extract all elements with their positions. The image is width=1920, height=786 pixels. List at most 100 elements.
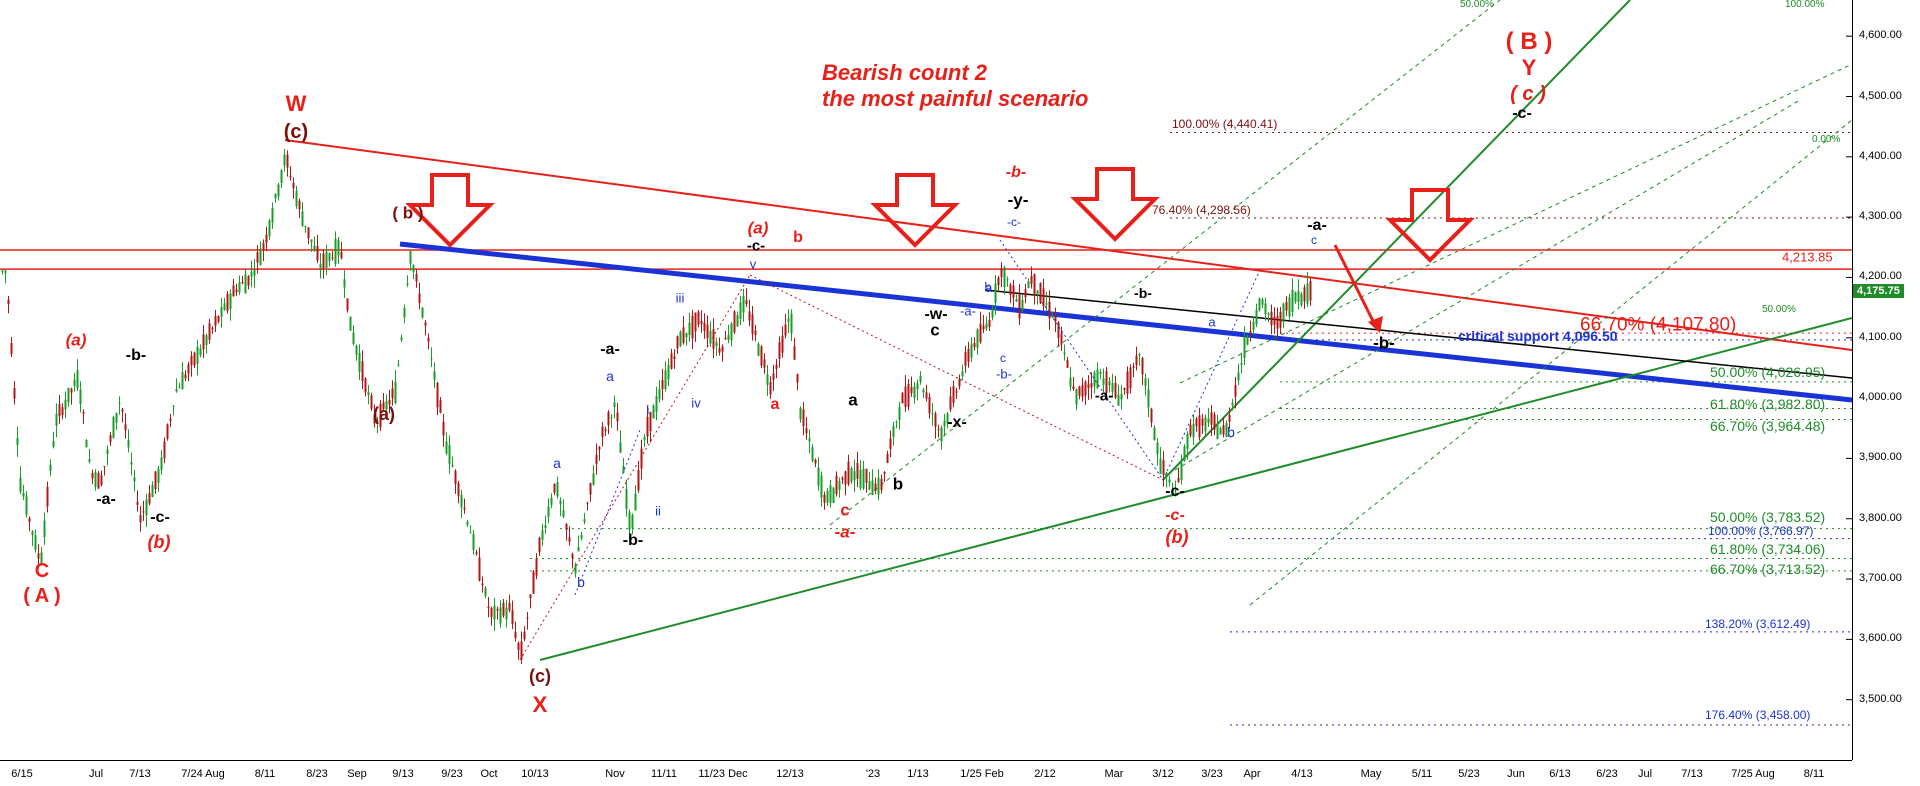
level-label: 61.80% (3,734.06): [1710, 540, 1826, 557]
date-tick-label: 6/13: [1549, 768, 1571, 780]
candle-body: [616, 412, 619, 422]
candle-body: [127, 440, 130, 448]
candle-body: [1120, 393, 1123, 400]
date-tick-label: 2/12: [1034, 768, 1056, 780]
candle-body: [466, 521, 469, 525]
wave-label: a: [770, 396, 780, 413]
candle-body: [28, 518, 31, 522]
candle-body: [166, 424, 169, 439]
price-tick-label: 4,300.00: [1859, 210, 1902, 223]
candle-body: [598, 447, 601, 450]
candle-body: [742, 295, 745, 313]
candle-body: [400, 337, 403, 340]
wave-label: -w-: [924, 306, 948, 323]
candle-body: [232, 285, 235, 297]
candle-body: [982, 325, 985, 330]
candle-body: [1078, 386, 1081, 396]
candle-body: [748, 311, 751, 321]
candle-body: [142, 511, 145, 513]
candle-body: [475, 552, 478, 554]
candle-body: [769, 382, 772, 395]
candle-body: [490, 607, 493, 617]
candle-body: [427, 337, 430, 342]
candle-body: [79, 389, 82, 405]
candle-body: [847, 461, 850, 484]
candle-body: [1084, 381, 1087, 396]
candle-body: [352, 332, 355, 344]
date-tick-label: Jul: [88, 768, 104, 780]
candle-body: [76, 369, 79, 388]
date-tick-label: Apr: [1243, 768, 1261, 780]
candle-body: [250, 272, 253, 277]
candle-body: [220, 306, 223, 317]
candle-body: [802, 409, 805, 427]
candle-body: [73, 379, 76, 386]
candle-body: [1081, 385, 1084, 397]
candle-body: [388, 399, 391, 405]
candle-body: [457, 483, 460, 496]
projection-arrow-line: [1333, 244, 1377, 326]
wave-label: -a-: [1094, 387, 1114, 405]
trend-line: [984, 289, 1852, 379]
candle-body: [568, 537, 571, 542]
candle-body: [574, 564, 577, 574]
candle-body: [4, 270, 7, 273]
candle-body: [1264, 303, 1267, 314]
candle-body: [1201, 418, 1204, 426]
candle-body: [1123, 387, 1126, 390]
candle-body: [916, 382, 919, 390]
candle-body: [235, 289, 238, 293]
wave-label: (a): [65, 330, 87, 350]
price-axis: 3,500.00 3,600.00 3,700.00 3,800.00 3,900.00…: [1852, 0, 1920, 760]
candle-body: [946, 413, 949, 424]
wave-label: (b): [147, 532, 171, 552]
candle-body: [658, 388, 661, 400]
level-label: 138.20% (3,612.49): [1705, 616, 1811, 631]
candle-body: [223, 303, 226, 310]
candle-body: [1273, 316, 1276, 325]
candle-body: [373, 414, 376, 424]
candle-body: [913, 386, 916, 398]
trend-line: [284, 139, 1852, 351]
candle-body: [1117, 394, 1120, 406]
candle-body: [16, 438, 19, 446]
candle-body: [25, 496, 28, 515]
candle-body: [445, 441, 448, 454]
level-label: 61.80% (3,982.80): [1710, 396, 1826, 413]
candle-body: [712, 329, 715, 349]
date-tick-label: 5/11: [1411, 768, 1433, 780]
candle-body: [1138, 354, 1141, 356]
last-price-badge: 4,175.75: [1853, 284, 1904, 299]
candle-body: [1009, 284, 1012, 295]
candle-body: [886, 453, 889, 463]
candle-body: [904, 386, 907, 408]
wave-label: (b): [1165, 527, 1189, 547]
trend-line: [399, 241, 1852, 403]
candle-body: [958, 378, 961, 387]
candle-body: [583, 519, 586, 522]
date-tick-label: 9/23: [441, 768, 463, 780]
candle-body: [1108, 381, 1111, 386]
candle-body: [901, 393, 904, 404]
price-tick-label: 3,700.00: [1859, 572, 1902, 585]
candle-body: [169, 418, 172, 421]
candle-body: [760, 346, 763, 366]
price-tick-label: 4,500.00: [1859, 89, 1902, 102]
candle-body: [187, 364, 190, 374]
candle-body: [661, 379, 664, 389]
wave-label: b: [1227, 424, 1235, 440]
candle-body: [100, 475, 103, 486]
candle-body: [892, 426, 895, 438]
candle-body: [1141, 358, 1144, 375]
candle-body: [355, 345, 358, 355]
candle-body: [580, 534, 583, 539]
candle-body: [613, 402, 616, 408]
candle-body: [517, 642, 520, 651]
candle-body: [1297, 290, 1300, 302]
candle-body: [505, 607, 508, 620]
candle-body: [328, 253, 331, 261]
down-arrow-icon: [870, 173, 960, 248]
candle-body: [361, 361, 364, 381]
candle-body: [91, 473, 94, 479]
candle-body: [970, 343, 973, 358]
